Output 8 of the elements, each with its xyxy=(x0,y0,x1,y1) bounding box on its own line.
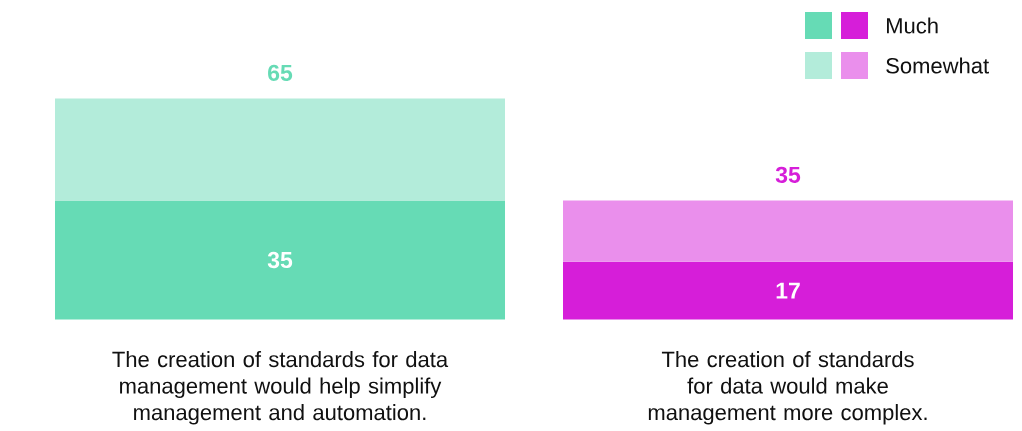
data-label: 17 xyxy=(776,282,800,299)
x-tick-label: The creation of standards for data management would help simplify management and automation. xyxy=(112,351,449,425)
data-label: 35 xyxy=(267,251,293,269)
legend-label: Much xyxy=(887,17,938,34)
total-label: 65 xyxy=(268,64,293,81)
legend-label: Somewhat xyxy=(886,57,989,74)
total-label: 35 xyxy=(775,166,801,183)
x-tick-label: The creation of standards for data would make management more complex. xyxy=(648,351,927,425)
